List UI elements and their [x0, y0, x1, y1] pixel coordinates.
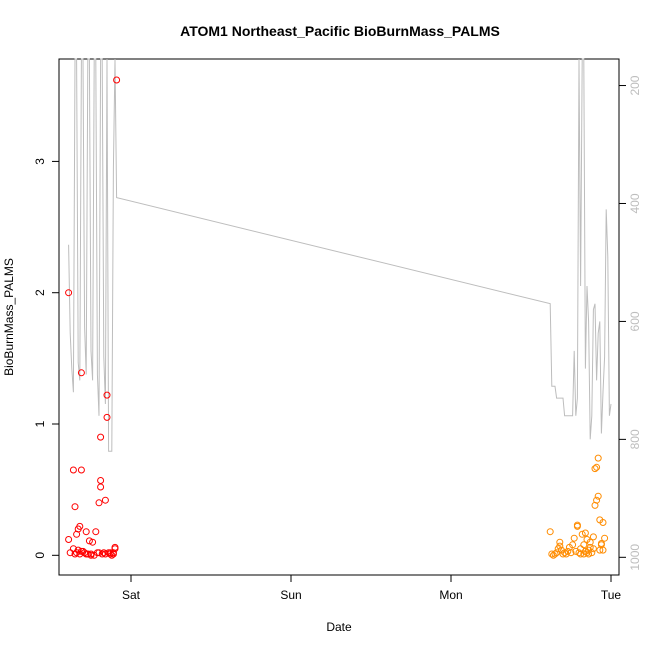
data-point-s0-9: [74, 546, 82, 554]
y-right-tick-label-1: 400: [628, 193, 642, 213]
data-point-s0-24: [89, 538, 97, 546]
y-axis-label: BioBurnMass_PALMS: [2, 258, 16, 376]
data-point-s1-20: [575, 549, 583, 557]
points-layer: [65, 76, 609, 559]
data-point-s1-30: [585, 550, 593, 558]
data-point-s1-6: [556, 542, 564, 550]
y-right-tick-label-2: 600: [628, 311, 642, 331]
x-tick-label-0: Sat: [122, 588, 141, 602]
data-point-s1-25: [580, 541, 588, 549]
data-point-s0-26: [92, 528, 100, 536]
y-tick-label-2: 2: [33, 289, 47, 296]
data-point-s1-26: [581, 529, 589, 537]
x-tick-label-3: Tue: [601, 588, 622, 602]
data-point-s1-12: [564, 547, 572, 555]
y-tick-label-3: 3: [33, 158, 47, 165]
data-point-s1-39: [593, 463, 601, 471]
y-axis-left: 0 1 2 3: [33, 158, 60, 559]
data-point-s0-32: [97, 477, 105, 484]
x-axis-label: Date: [326, 620, 352, 634]
x-axis: Sat Sun Mon Tue: [122, 574, 622, 602]
data-point-s1-0: [546, 528, 554, 536]
altitude-line: [68, 58, 612, 452]
y-axis-right: 200 400 600 800 1000: [618, 75, 642, 571]
data-point-s1-41: [594, 492, 602, 500]
data-point-s1-35: [589, 533, 597, 541]
data-point-s0-17: [81, 549, 89, 557]
y-right-tick-label-0: 200: [628, 75, 642, 95]
data-point-s0-0: [65, 289, 73, 297]
data-point-s0-18: [82, 528, 90, 536]
data-point-s0-28: [95, 549, 103, 557]
altitude-line-layer: [68, 58, 612, 452]
data-point-s1-49: [601, 534, 609, 542]
data-point-s0-33: [98, 550, 106, 558]
x-tick-label-2: Mon: [439, 588, 462, 602]
data-point-s1-3: [551, 550, 559, 558]
data-point-s1-46: [597, 540, 605, 547]
data-point-s1-1: [548, 550, 556, 558]
data-point-s0-46: [111, 543, 119, 551]
y-right-tick-label-3: 800: [628, 429, 642, 449]
data-point-s0-35: [101, 496, 109, 504]
y-right-tick-label-4: 1000: [628, 544, 642, 571]
data-point-s0-14: [77, 369, 85, 377]
data-point-s1-15: [569, 541, 577, 549]
y-tick-label-0: 0: [33, 552, 47, 559]
data-point-s0-6: [71, 503, 79, 511]
data-point-s1-38: [591, 465, 599, 473]
data-point-s0-30: [97, 433, 105, 441]
data-point-s0-36: [101, 550, 109, 558]
data-point-s0-21: [85, 537, 93, 545]
data-point-s1-14: [567, 549, 575, 557]
data-point-s1-34: [588, 549, 596, 557]
data-point-s1-42: [594, 454, 602, 462]
data-point-s0-20: [84, 550, 92, 558]
data-point-s1-47: [599, 519, 607, 526]
data-point-s1-23: [578, 530, 586, 538]
data-point-s1-36: [589, 545, 597, 553]
data-point-s1-16: [570, 534, 578, 542]
data-point-s1-33: [586, 538, 594, 546]
data-point-s0-23: [87, 550, 95, 558]
data-point-s1-7: [556, 538, 564, 546]
data-point-s0-3: [69, 466, 77, 474]
data-point-s0-38: [103, 391, 111, 399]
y-tick-label-1: 1: [33, 420, 47, 427]
data-point-s1-48: [599, 546, 607, 554]
data-point-s0-11: [76, 522, 84, 530]
data-point-s0-1: [65, 536, 73, 543]
chart-title: ATOM1 Northeast_Pacific BioBurnMass_PALM…: [180, 23, 500, 39]
data-point-s0-47: [113, 76, 121, 84]
x-tick-label-1: Sun: [280, 588, 301, 602]
data-point-s0-37: [103, 413, 111, 421]
data-point-s0-13: [77, 466, 85, 474]
data-point-s0-29: [95, 499, 103, 507]
data-point-s1-40: [593, 496, 601, 504]
data-point-s1-19: [573, 521, 581, 529]
